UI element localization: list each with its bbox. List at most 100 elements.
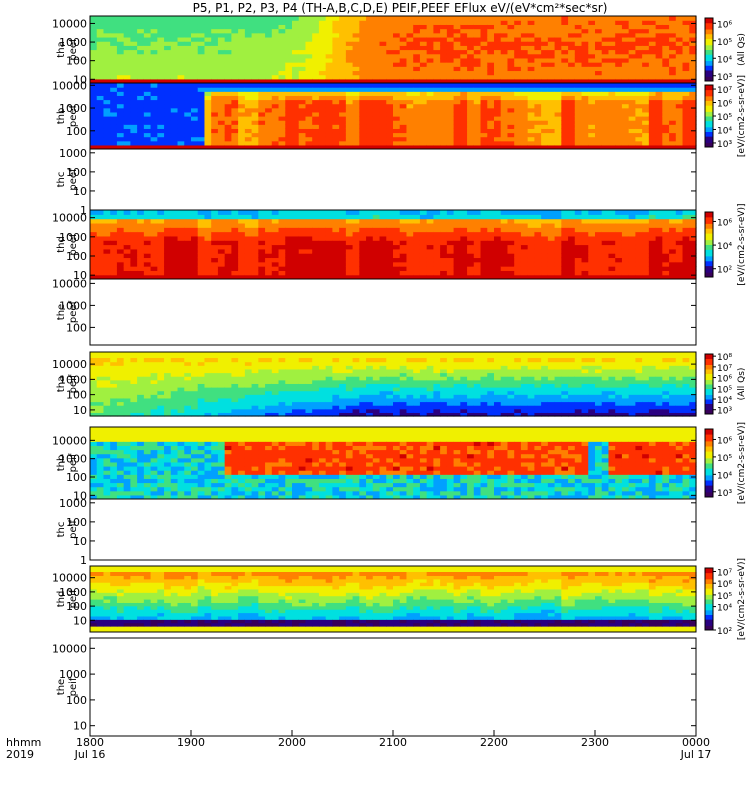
- spectrogram-cell: [642, 270, 649, 275]
- spectrogram-cell: [507, 219, 514, 224]
- spectrogram-cell: [353, 112, 360, 117]
- spectrogram-cell: [649, 141, 656, 146]
- spectrogram-cell: [137, 141, 144, 146]
- spectrogram-cell: [662, 137, 669, 142]
- spectrogram-cell: [366, 108, 373, 113]
- spectrogram-cell: [568, 240, 575, 245]
- spectrogram-cell: [582, 120, 589, 125]
- spectrogram-cell: [198, 266, 205, 271]
- spectrogram-cell: [225, 83, 232, 88]
- spectrogram-cell: [272, 75, 279, 80]
- spectrogram-cell: [117, 369, 124, 373]
- spectrogram-cell: [326, 214, 333, 219]
- spectrogram-cell: [386, 223, 393, 228]
- spectrogram-cell: [346, 240, 353, 245]
- spectrogram-cell: [305, 83, 312, 88]
- spectrogram-cell: [595, 87, 602, 92]
- spectrogram-cell: [656, 137, 663, 142]
- spectrogram-cell: [528, 249, 535, 254]
- spectrogram-cell: [353, 227, 360, 232]
- spectrogram-cell: [178, 75, 185, 80]
- spectrogram-cell: [541, 120, 548, 125]
- spectrogram-cell: [151, 249, 158, 254]
- spectrogram-cell: [97, 373, 104, 377]
- spectrogram-cell: [359, 236, 366, 241]
- spectrogram-cell: [534, 214, 541, 219]
- spectrogram-cell: [191, 383, 198, 387]
- spectrogram-cell: [393, 24, 400, 29]
- spectrogram-cell: [481, 116, 488, 121]
- spectrogram-cell: [97, 365, 104, 369]
- spectrogram-cell: [211, 133, 218, 138]
- spectrogram-cell: [642, 223, 649, 228]
- spectrogram-cell: [406, 257, 413, 262]
- spectrogram-cell: [272, 54, 279, 59]
- spectrogram-cell: [130, 391, 137, 395]
- spectrogram-cell: [629, 253, 636, 258]
- colorbar-tick-label: 10⁶: [717, 218, 732, 228]
- spectrogram-cell: [400, 50, 407, 55]
- spectrogram-cell: [292, 75, 299, 80]
- spectrogram-cell: [433, 240, 440, 245]
- spectrogram-cell: [683, 262, 690, 267]
- spectrogram-cell: [97, 91, 104, 96]
- spectrogram-cell: [299, 37, 306, 42]
- y-tick-label: 10000: [52, 212, 87, 225]
- spectrogram-cell: [467, 253, 474, 258]
- spectrogram-cell: [90, 29, 97, 34]
- spectrogram-cell: [332, 24, 339, 29]
- spectrogram-cell: [198, 253, 205, 258]
- spectrogram-cell: [595, 120, 602, 125]
- spectrogram-cell: [178, 257, 185, 262]
- spectrogram-cell: [521, 120, 528, 125]
- spectrogram-cell: [359, 41, 366, 46]
- spectrogram-cell: [656, 95, 663, 100]
- spectrogram-cell: [635, 24, 642, 29]
- spectrogram-cell: [373, 214, 380, 219]
- spectrogram-cell: [649, 227, 656, 232]
- spectrogram-cell: [366, 236, 373, 241]
- spectrogram-cell: [548, 245, 555, 250]
- spectrogram-cell: [258, 383, 265, 387]
- spectrogram-cell: [629, 141, 636, 146]
- spectrogram-cell: [514, 124, 521, 129]
- spectrogram-cell: [272, 16, 279, 21]
- spectrogram-cell: [541, 45, 548, 50]
- spectrogram-cell: [90, 124, 97, 129]
- spectrogram-cell: [97, 62, 104, 67]
- spectrogram-cell: [157, 141, 164, 146]
- y-axis-label: peef: [68, 38, 79, 61]
- spectrogram-cell: [393, 240, 400, 245]
- spectrogram-cell: [467, 227, 474, 232]
- spectrogram-cell: [474, 257, 481, 262]
- spectrogram-cell: [359, 45, 366, 50]
- spectrogram-cell: [561, 245, 568, 250]
- spectrogram-cell: [117, 50, 124, 55]
- spectrogram-cell: [130, 227, 137, 232]
- spectrogram-cell: [97, 133, 104, 138]
- spectrogram-cell: [353, 62, 360, 67]
- spectrogram-cell: [568, 141, 575, 146]
- spectrogram-cell: [137, 358, 144, 362]
- spectrogram-cell: [656, 236, 663, 241]
- spectrogram-cell: [534, 58, 541, 63]
- spectrogram-cell: [171, 50, 178, 55]
- spectrogram-cell: [198, 54, 205, 59]
- spectrogram-cell: [198, 87, 205, 92]
- spectrogram-cell: [137, 391, 144, 395]
- spectrogram-cell: [393, 83, 400, 88]
- spectrogram-cell: [103, 20, 110, 25]
- spectrogram-cell: [204, 227, 211, 232]
- spectrogram-cell: [359, 137, 366, 142]
- spectrogram-cell: [427, 50, 434, 55]
- spectrogram-cell: [231, 83, 238, 88]
- spectrogram-cell: [608, 24, 615, 29]
- spectrogram-cell: [588, 214, 595, 219]
- spectrogram-cell: [252, 95, 259, 100]
- spectrogram-cell: [144, 405, 151, 409]
- spectrogram-cell: [676, 120, 683, 125]
- spectrogram-cell: [110, 245, 117, 250]
- spectrogram-cell: [507, 236, 514, 241]
- spectrogram-cell: [124, 133, 131, 138]
